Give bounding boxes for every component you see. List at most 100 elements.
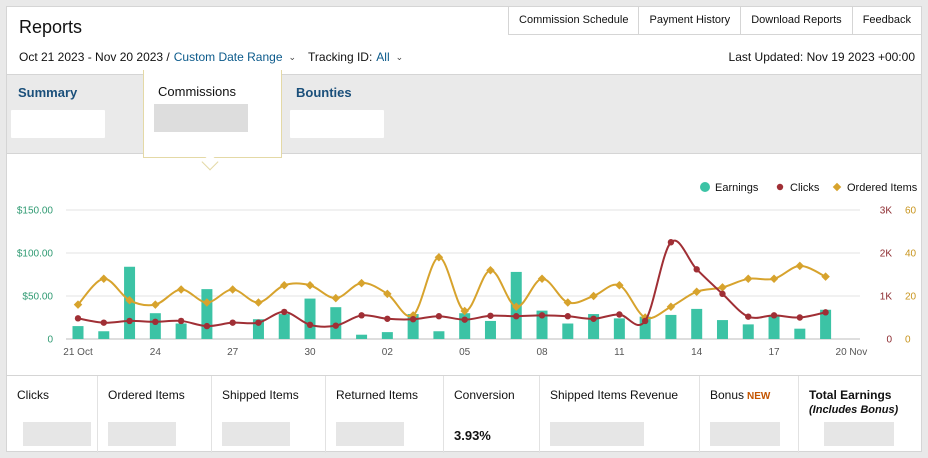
stat-label: Shipped Items Revenue [550,388,679,402]
tracking-id-select[interactable]: All [376,50,390,64]
y-axis-right-ordered-tick-label: 60 [905,206,917,217]
ordered-items-point [434,253,444,262]
clicks-point [100,319,107,326]
y-axis-left-tick-label: $50.00 [22,292,53,303]
earnings-bar [175,323,187,339]
chevron-down-icon[interactable]: ⌄ [288,51,297,62]
clicks-point [822,309,829,316]
ordered-items-point [125,296,134,305]
custom-date-range-link[interactable]: Custom Date Range [173,50,283,64]
chevron-down-icon[interactable]: ⌄ [395,51,404,62]
y-axis-right-clicks-tick-label: 3K [880,206,893,217]
earnings-bar [639,316,651,339]
earnings-bar [72,326,84,339]
x-axis-tick-label: 05 [459,347,471,358]
y-axis-right-clicks-tick-label: 0 [886,335,892,346]
earnings-bar [613,318,625,339]
clicks-point [745,313,752,320]
stat-shipped-items: Shipped Items [212,376,326,453]
x-axis-tick-label: 17 [768,347,780,358]
ordered-items-point [357,278,366,288]
clicks-point [177,317,185,325]
reports-panel: Reports Commission Schedule Payment Hist… [6,6,922,453]
date-range-text: Oct 21 2023 - Nov 20 2023 / [19,50,170,64]
ordered-items-point [254,298,263,307]
clicks-point [538,312,546,319]
stat-conversion: Conversion 3.93% [444,376,540,453]
ordered-items-point [486,265,495,275]
y-axis-left-tick-label: 0 [47,335,53,346]
ordered-items-point [279,281,289,290]
y-axis-right-ordered-tick-label: 40 [905,249,917,260]
stat-returned-items: Returned Items [326,376,444,453]
stat-label: Ordered Items [108,388,185,402]
stat-bonus: Bonus NEW [700,376,799,453]
legend-clicks-marker [776,183,784,191]
earnings-bar [149,313,161,339]
x-axis-tick-label: 02 [382,347,394,358]
clicks-point [306,321,314,329]
legend-earnings-label: Earnings [715,182,759,194]
stat-total-earnings: Total Earnings (Includes Bonus) [799,376,921,453]
stat-label: Conversion [454,388,515,402]
earnings-bar [768,315,780,339]
ordered-items-point [305,281,315,290]
earnings-bar [716,320,728,339]
bounties-value-placeholder [290,110,384,138]
ordered-items-point [769,274,779,284]
y-axis-right-clicks-tick-label: 1K [880,292,893,303]
payment-history-tab[interactable]: Payment History [638,7,741,35]
commission-schedule-tab[interactable]: Commission Schedule [508,7,639,35]
ordered-items-point [331,293,341,303]
legend-earnings-marker [700,182,710,192]
conversion-value: 3.93% [454,428,491,443]
x-axis-tick-label: 21 Oct [63,347,93,358]
tab-commissions[interactable]: Commissions [143,70,282,158]
earnings-bar [407,314,419,339]
ordered-items-point [821,272,830,281]
stat-value-placeholder [710,422,780,446]
ordered-items-point [460,306,469,316]
earnings-bar [252,319,264,339]
clicks-point [719,290,726,298]
tab-bounties[interactable]: Bounties [296,85,352,100]
y-axis-right-ordered-tick-label: 20 [905,292,917,303]
y-axis-right-ordered-tick-label: 0 [905,335,911,346]
feedback-tab[interactable]: Feedback [851,7,921,35]
earnings-bar [691,308,703,339]
earnings-bar [433,331,445,339]
legend-ordered-items-label: Ordered Items [847,182,918,194]
legend-ordered-items-marker [832,182,842,192]
download-reports-tab[interactable]: Download Reports [740,7,852,35]
clicks-point [513,313,520,320]
earnings-bar [98,331,110,339]
earnings-bar [794,328,806,339]
ordered-items-point [795,261,805,271]
x-axis-tick-label: 30 [304,347,316,358]
clicks-point [229,319,236,326]
tab-summary[interactable]: Summary [18,85,78,100]
x-axis-tick-label: 14 [691,347,703,358]
ordered-items-point [202,298,212,307]
clicks-point [487,312,494,319]
stat-value-placeholder [824,422,894,446]
stats-row: Clicks Ordered Items Shipped Items Retur… [7,375,921,453]
ordered-items-point [228,285,237,294]
clicks-point [590,315,597,322]
clicks-point [667,239,675,246]
ordered-items-point [73,300,83,309]
earnings-bar [356,334,368,339]
clicks-point [796,314,804,321]
stat-clicks: Clicks [7,376,98,453]
ordered-items-point [537,274,547,284]
ordered-items-point [666,302,676,311]
earnings-bar [201,289,213,339]
stat-sublabel: (Includes Bonus) [809,404,899,416]
filters-row: Oct 21 2023 - Nov 20 2023 / Custom Date … [19,50,411,64]
earnings-bar [304,298,316,339]
ordered-items-line [77,256,827,320]
summary-value-placeholder [11,110,105,138]
stat-label: Bonus NEW [710,388,770,402]
ordered-items-point [615,281,624,290]
tab-commissions-label: Commissions [158,84,237,99]
